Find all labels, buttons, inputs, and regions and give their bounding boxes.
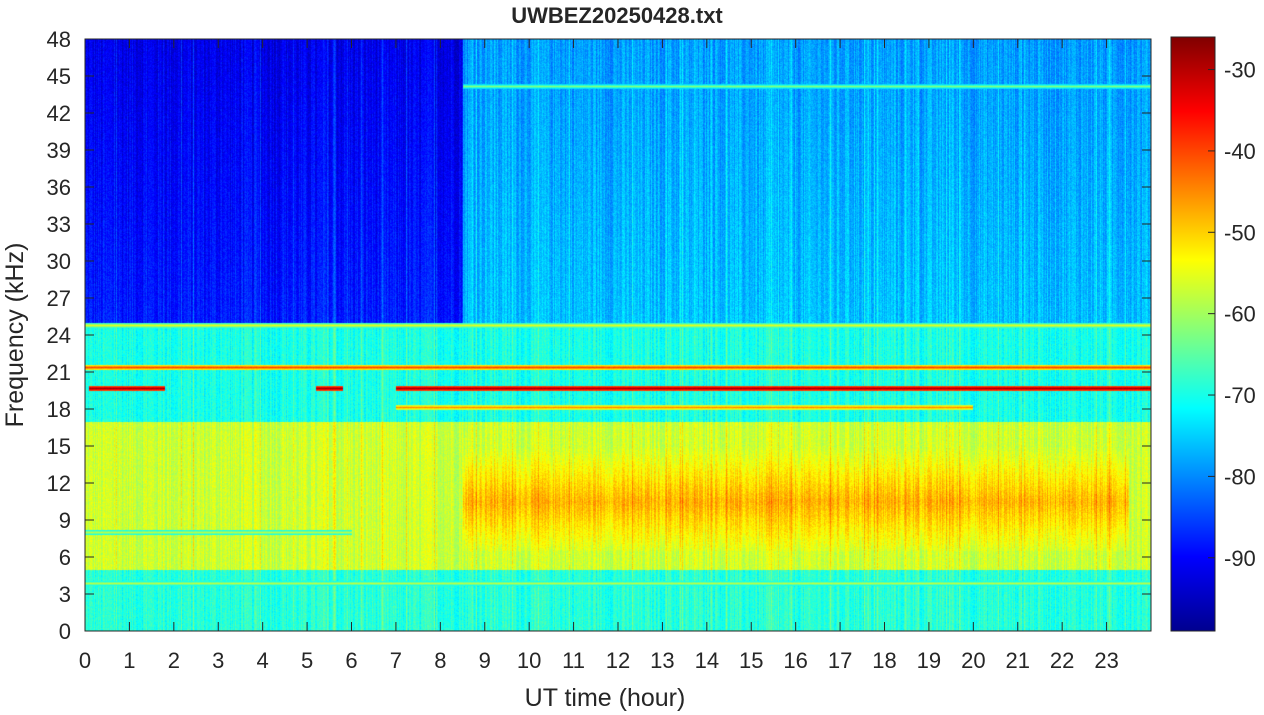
colorbar-tick-label: -80	[1224, 464, 1256, 489]
spectrogram-image	[85, 39, 1151, 631]
colorbar-tick-label: -50	[1224, 220, 1256, 245]
x-tick-label: 0	[79, 648, 91, 673]
y-tick-label: 9	[59, 508, 71, 533]
y-axis-label: Frequency (kHz)	[1, 243, 29, 428]
x-tick-label: 11	[562, 648, 585, 673]
y-tick-label: 12	[47, 471, 71, 496]
colorbar-tick-label: -90	[1224, 546, 1256, 571]
plot-area	[84, 38, 1152, 632]
x-tick-label: 7	[390, 648, 402, 673]
x-tick-label: 1	[123, 648, 135, 673]
y-tick-label: 36	[47, 175, 71, 200]
y-tick-label: 24	[47, 323, 71, 348]
x-tick-label: 23	[1094, 648, 1118, 673]
y-tick-label: 0	[59, 619, 71, 644]
x-tick-label: 4	[257, 648, 269, 673]
x-tick-label: 2	[168, 648, 180, 673]
x-tick-label: 17	[828, 648, 852, 673]
x-tick-label: 18	[872, 648, 896, 673]
y-tick-label: 30	[47, 249, 71, 274]
colorbar-tick-label: -70	[1224, 383, 1256, 408]
x-tick-label: 12	[606, 648, 630, 673]
x-tick-label: 16	[783, 648, 807, 673]
x-tick-label: 8	[434, 648, 446, 673]
y-tick-label: 39	[47, 138, 71, 163]
y-tick-label: 27	[47, 286, 71, 311]
y-tick-label: 45	[47, 64, 71, 89]
x-tick-label: 15	[739, 648, 763, 673]
x-tick-label: 20	[961, 648, 985, 673]
x-tick-label: 3	[212, 648, 224, 673]
y-tick-label: 33	[47, 212, 71, 237]
y-tick-label: 21	[47, 360, 71, 385]
y-tick-label: 3	[59, 582, 71, 607]
x-tick-label: 10	[517, 648, 541, 673]
colorbar-gradient	[1170, 36, 1216, 632]
y-tick-label: 18	[47, 397, 71, 422]
colorbar-tick-label: -60	[1224, 302, 1256, 327]
y-tick-label: 42	[47, 101, 71, 126]
x-axis-label: UT time (hour)	[525, 684, 686, 712]
x-tick-label: 22	[1050, 648, 1074, 673]
x-tick-label: 19	[917, 648, 941, 673]
x-tick-label: 14	[695, 648, 719, 673]
x-tick-label: 9	[479, 648, 491, 673]
y-tick-label: 15	[47, 434, 71, 459]
chart-title: UWBEZ20250428.txt	[511, 3, 723, 28]
colorbar-ticks: -30 -40 -50 -60 -70 -80 -90	[1208, 58, 1256, 571]
colorbar: -30 -40 -50 -60 -70 -80 -90	[1170, 36, 1256, 632]
colorbar-tick-label: -30	[1224, 58, 1256, 83]
colorbar-tick-label: -40	[1224, 139, 1256, 164]
x-tick-label: 6	[345, 648, 357, 673]
y-tick-label: 6	[59, 545, 71, 570]
x-tick-label: 13	[650, 648, 674, 673]
x-tick-label: 21	[1006, 648, 1030, 673]
x-axis: 0 1 2 3 4 5 6 7 8 9 10 11 12 13 14 15 16 17 18 19 20 21 22 23	[79, 39, 1119, 673]
x-tick-label: 5	[301, 648, 313, 673]
y-tick-label: 48	[47, 27, 71, 52]
